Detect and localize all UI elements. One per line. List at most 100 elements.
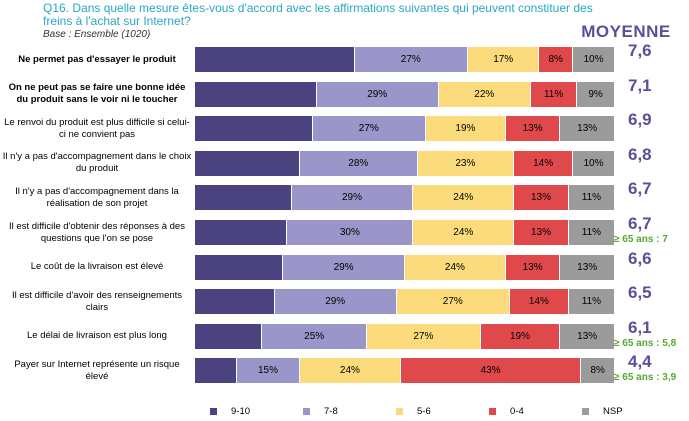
bar-segment-NSP: 9% — [577, 81, 615, 107]
bar-segment-NSP: 11% — [568, 185, 615, 211]
bar-segment-7-8: 15% — [237, 358, 300, 384]
moyenne-value: 4,4 — [628, 352, 652, 372]
data-label: 19% — [509, 330, 530, 342]
data-label: 11% — [543, 88, 564, 100]
data-label: 10% — [583, 157, 604, 169]
age-note: ≥ 65 ans : 3,9 — [614, 372, 677, 384]
bar-segment-NSP: 10% — [573, 47, 615, 72]
bar-segment-5-6: 24% — [300, 358, 401, 384]
bar-segment-5-6: 24% — [413, 185, 515, 211]
legend-item: 0-4 — [489, 404, 582, 418]
legend-label: 7-8 — [324, 405, 338, 417]
bar-segment-0-4: 8% — [539, 47, 573, 72]
data-label: 24% — [339, 365, 360, 377]
category-label: Il n'y a pas d'accompagnement dans le ch… — [2, 151, 192, 175]
data-label: 27% — [358, 123, 379, 135]
legend-item: 7-8 — [303, 404, 396, 418]
bar-segment-0-4: 14% — [514, 150, 573, 176]
data-label: 43% — [480, 365, 501, 377]
data-label: 29% — [333, 261, 354, 273]
data-label: 28% — [348, 157, 369, 169]
bar-segment-5-6: 23% — [417, 150, 515, 176]
bar-segment-0-4: 13% — [514, 220, 569, 245]
data-label: 24% — [453, 227, 474, 238]
category-label: Payer sur Internet représente un risque … — [14, 358, 180, 382]
legend: 9-10 7-8 5-6 0-4 NSP — [210, 404, 675, 418]
bar-segment-7-8: 28% — [300, 150, 418, 176]
category-label: Le délai de livraison est plus long — [27, 330, 167, 342]
chart-header: Q16. Dans quelle mesure êtes-vous d'acco… — [43, 2, 603, 41]
data-label: 30% — [339, 227, 360, 238]
bar-segment-0-4: 19% — [480, 323, 561, 349]
data-label: 13% — [530, 192, 551, 204]
bar-segment-5-6: 27% — [396, 289, 510, 315]
bar-segment-0-4: 11% — [531, 81, 578, 107]
bar-segment-9-10 — [195, 185, 292, 211]
age-note: ≥ 65 ans : 7 — [614, 234, 668, 245]
data-label: 24% — [444, 261, 465, 273]
bar-segment-NSP: 8% — [581, 358, 615, 384]
data-label: 13% — [577, 123, 598, 135]
category-label: Le coût de la livraison est élevé — [30, 261, 164, 273]
data-label: 27% — [442, 296, 463, 308]
data-label: 23% — [455, 157, 476, 169]
bar-segment-9-10 — [195, 47, 355, 72]
data-label: 22% — [474, 88, 495, 100]
legend-swatch — [582, 407, 589, 415]
bar-segment-NSP: 13% — [560, 254, 615, 280]
bar-segment-9-10 — [195, 289, 275, 315]
bar-segment-NSP: 11% — [568, 289, 615, 315]
bar-segment-5-6: 24% — [413, 220, 515, 245]
bar-segment-NSP: 10% — [573, 150, 615, 176]
bar-segment-0-4: 13% — [505, 254, 561, 280]
bar-segment-0-4: 13% — [514, 185, 569, 211]
bar-segment-5-6: 27% — [367, 323, 481, 349]
legend-swatch — [303, 407, 310, 415]
legend-swatch — [396, 407, 403, 415]
data-label: 24% — [453, 192, 474, 204]
data-label: 17% — [493, 54, 514, 65]
moyenne-value: 6,1 — [628, 317, 652, 337]
category-label: On ne peut pas se faire une bonne idée d… — [8, 82, 186, 106]
data-label: 8% — [590, 365, 605, 377]
bar-segment-9-10 — [195, 254, 284, 280]
bar-segment-7-8: 27% — [312, 116, 426, 142]
category-label: Il est difficile d'avoir des renseigneme… — [11, 289, 183, 313]
legend-item: NSP — [582, 404, 675, 418]
base-note: Base : Ensemble (1020) — [43, 29, 151, 40]
moyenne-value: 7,1 — [628, 75, 652, 95]
data-label: 11% — [581, 192, 602, 204]
bar-segment-5-6: 22% — [438, 81, 531, 107]
legend-item: 5-6 — [396, 404, 489, 418]
bar-segment-5-6: 17% — [468, 47, 540, 72]
moyenne-value: 7,6 — [628, 41, 652, 60]
legend-swatch — [489, 407, 496, 415]
bar-segment-9-10 — [195, 220, 288, 245]
moyenne-value: 6,7 — [628, 179, 652, 199]
data-label: 13% — [522, 123, 543, 135]
bar-segment-7-8: 25% — [262, 323, 368, 349]
data-label: 11% — [581, 296, 602, 308]
legend-swatch — [210, 407, 217, 415]
moyenne-value: 6,8 — [628, 144, 652, 164]
bar-segment-5-6: 24% — [405, 254, 506, 280]
bar-segment-0-4: 14% — [510, 289, 569, 315]
data-label: 11% — [581, 227, 602, 238]
moyenne-value: 6,7 — [628, 214, 652, 233]
category-label: Le renvoi du produit est plus difficile … — [4, 116, 190, 140]
data-label: 14% — [533, 157, 554, 169]
moyenne-value: 6,6 — [628, 248, 652, 268]
bar-segment-9-10 — [195, 323, 263, 349]
data-label: 29% — [325, 296, 346, 308]
data-label: 13% — [577, 330, 598, 342]
data-label: 10% — [583, 54, 604, 65]
bar-segment-7-8: 27% — [354, 47, 468, 72]
bar-segment-9-10 — [195, 116, 313, 142]
category-label: Il n'y a pas d'accompagnement dans la ré… — [15, 185, 179, 209]
bar-segment-7-8: 29% — [274, 289, 397, 315]
bar-segment-7-8: 30% — [287, 220, 414, 245]
data-label: 27% — [400, 54, 421, 65]
bar-segment-0-4: 43% — [400, 358, 582, 384]
data-label: 9% — [588, 88, 603, 100]
bar-segment-7-8: 29% — [316, 81, 439, 107]
